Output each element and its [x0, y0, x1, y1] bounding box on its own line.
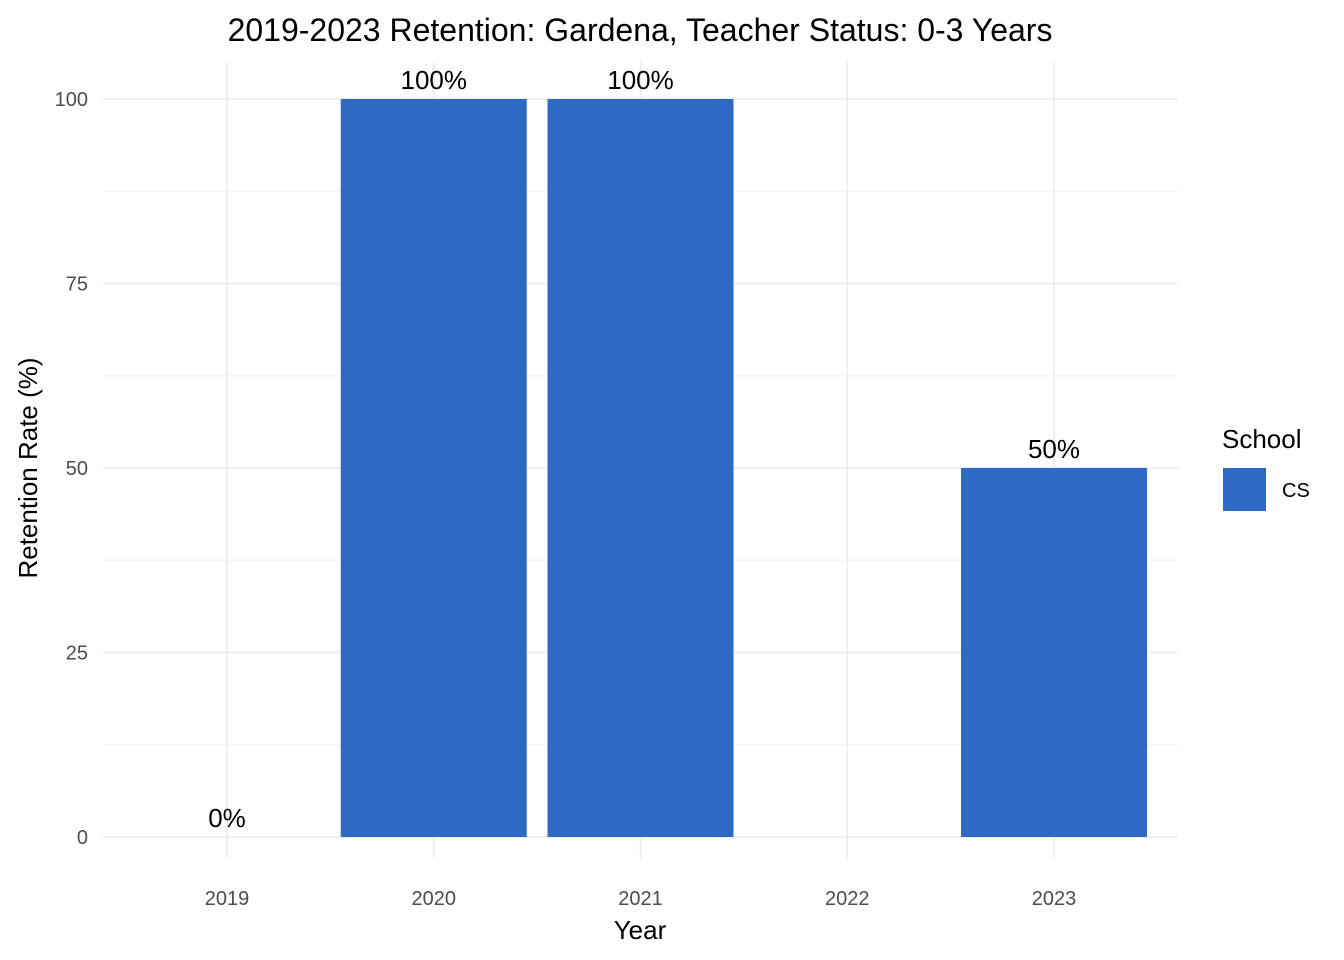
- x-tick-label: 2023: [1032, 888, 1077, 910]
- data-label-2019: 0%: [208, 803, 246, 833]
- x-tick-label: 2020: [412, 888, 457, 910]
- data-label-2021: 100%: [607, 65, 674, 95]
- x-tick-label: 2019: [205, 888, 250, 910]
- bar-2023: [961, 468, 1147, 837]
- x-tick-label: 2022: [825, 888, 870, 910]
- bars: [340, 99, 1147, 837]
- y-axis-title: Retention Rate (%): [13, 357, 43, 578]
- legend-label-cs: CS: [1282, 480, 1310, 502]
- x-tick-label: 2021: [618, 888, 663, 910]
- data-labels: 0% 100% 100% 50%: [208, 65, 1080, 833]
- chart-title: 2019-2023 Retention: Gardena, Teacher St…: [228, 12, 1053, 48]
- x-axis-title: Year: [614, 915, 667, 945]
- y-tick-label: 50: [66, 458, 88, 480]
- y-axis-ticks: 0 25 50 75 100: [55, 89, 88, 849]
- bar-2020: [340, 99, 527, 837]
- x-axis-ticks: 2019 2020 2021 2022 2023: [205, 888, 1077, 910]
- bar-2021: [547, 99, 734, 837]
- data-label-2023: 50%: [1028, 434, 1080, 464]
- legend-swatch-cs: [1223, 468, 1266, 511]
- y-tick-label: 0: [77, 827, 88, 849]
- legend-title: School: [1222, 424, 1302, 454]
- y-tick-label: 75: [66, 274, 88, 296]
- legend: School CS: [1222, 424, 1310, 511]
- y-tick-label: 100: [55, 89, 88, 111]
- y-tick-label: 25: [66, 643, 88, 665]
- data-label-2020: 100%: [401, 65, 468, 95]
